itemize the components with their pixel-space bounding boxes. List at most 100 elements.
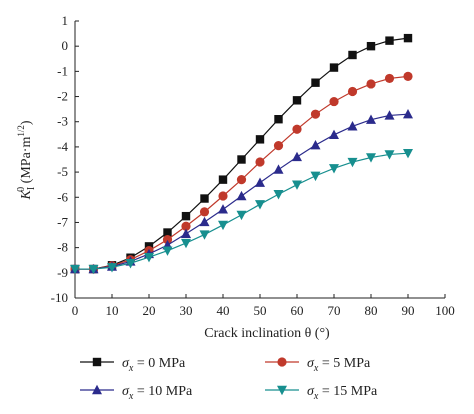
y-tick-label: 0	[62, 38, 69, 53]
series-3	[70, 108, 413, 274]
x-tick-label: 60	[291, 303, 304, 318]
legend-item: σx = 10 MPa	[80, 384, 193, 402]
legend-label: σx = 0 MPa	[122, 356, 186, 374]
x-tick-label: 70	[328, 303, 341, 318]
data-point	[273, 141, 284, 151]
legend-marker	[92, 357, 102, 367]
data-point	[403, 149, 413, 159]
data-point	[199, 207, 210, 217]
data-point	[236, 190, 247, 201]
legend-marker	[277, 385, 287, 396]
y-tick-label: -3	[57, 114, 68, 129]
data-point	[236, 210, 247, 221]
data-point	[162, 246, 173, 256]
x-tick-label: 80	[365, 303, 378, 318]
data-point	[70, 264, 80, 275]
y-tick-label: 1	[62, 13, 69, 28]
x-tick-label: 50	[254, 303, 267, 318]
x-tick-label: 100	[435, 303, 455, 318]
data-point	[274, 115, 283, 124]
y-tick-label: -4	[57, 139, 68, 154]
x-tick-label: 90	[402, 303, 415, 318]
x-axis-label: Crack inclination θ (°)	[204, 326, 330, 341]
data-point	[329, 63, 339, 72]
series-1	[70, 33, 413, 274]
data-point	[199, 216, 210, 227]
data-point	[329, 164, 339, 174]
legend-item: σx = 15 MPa	[265, 384, 378, 402]
legend-label: σx = 5 MPa	[307, 356, 371, 374]
data-point	[384, 150, 395, 160]
data-point	[200, 194, 209, 203]
data-point	[347, 121, 358, 131]
legend-label: σx = 15 MPa	[307, 384, 378, 402]
data-point	[181, 238, 191, 249]
series-layer	[70, 33, 413, 275]
axis-ticks: 0 10 20 30 40 50 60 70 80 90 10010-1-2-3-4-5-6-7-8…	[51, 13, 455, 318]
data-point	[347, 157, 358, 168]
series-2	[70, 71, 413, 274]
data-point	[366, 79, 376, 89]
data-point	[385, 36, 394, 45]
y-tick-label: -8	[57, 240, 68, 255]
data-point	[107, 263, 117, 273]
x-tick-label: 0	[72, 303, 79, 318]
data-point	[403, 33, 413, 43]
data-point	[181, 228, 191, 238]
y-tick-label: -5	[57, 164, 68, 179]
data-point	[384, 73, 395, 84]
data-point	[236, 175, 247, 185]
data-point	[218, 175, 228, 184]
data-point	[237, 155, 246, 164]
data-point	[292, 124, 302, 134]
data-point	[329, 96, 339, 107]
y-tick-label: -2	[57, 89, 68, 104]
data-point	[218, 220, 228, 231]
x-tick-label: 20	[143, 303, 156, 318]
data-point	[292, 96, 302, 105]
data-point	[384, 110, 395, 120]
series-line	[75, 75, 409, 270]
data-point	[88, 264, 99, 275]
data-point	[255, 177, 265, 187]
y-tick-label: -1	[57, 63, 68, 78]
data-point	[218, 204, 228, 214]
data-point	[181, 221, 191, 231]
data-point	[163, 228, 172, 237]
y-tick-label: -9	[57, 265, 68, 280]
series-4	[70, 149, 413, 275]
y-tick-label: -10	[51, 290, 68, 305]
legend: σx = 0 MPa σx = 5 MPa σx = 10 MPa σx = 15 M…	[80, 356, 378, 402]
legend-marker	[277, 357, 287, 367]
data-point	[403, 71, 413, 81]
data-point	[144, 253, 154, 263]
x-tick-label: 10	[106, 303, 119, 318]
data-point	[255, 200, 265, 210]
data-point	[273, 190, 284, 200]
data-point	[218, 191, 228, 201]
data-point	[348, 50, 357, 60]
data-point	[310, 139, 321, 150]
data-point	[273, 164, 284, 174]
data-point	[125, 259, 136, 269]
data-point	[292, 151, 302, 162]
x-tick-label: 30	[180, 303, 193, 318]
legend-marker	[92, 384, 102, 395]
data-point	[310, 171, 321, 182]
data-point	[347, 86, 358, 97]
legend-item: σx = 0 MPa	[80, 356, 186, 374]
data-point	[366, 41, 376, 51]
y-axis-label: KI0 (MPa·m1/2)	[16, 120, 37, 200]
y-tick-label: -7	[57, 214, 68, 229]
data-point	[255, 157, 265, 167]
data-point	[255, 135, 265, 144]
data-point	[292, 180, 302, 190]
data-point	[329, 129, 339, 140]
data-point	[311, 78, 320, 87]
legend-item: σx = 5 MPa	[265, 356, 371, 374]
data-point	[199, 230, 210, 240]
x-tick-label: 40	[217, 303, 230, 318]
y-tick-label: -6	[57, 189, 68, 204]
data-point	[366, 114, 376, 124]
